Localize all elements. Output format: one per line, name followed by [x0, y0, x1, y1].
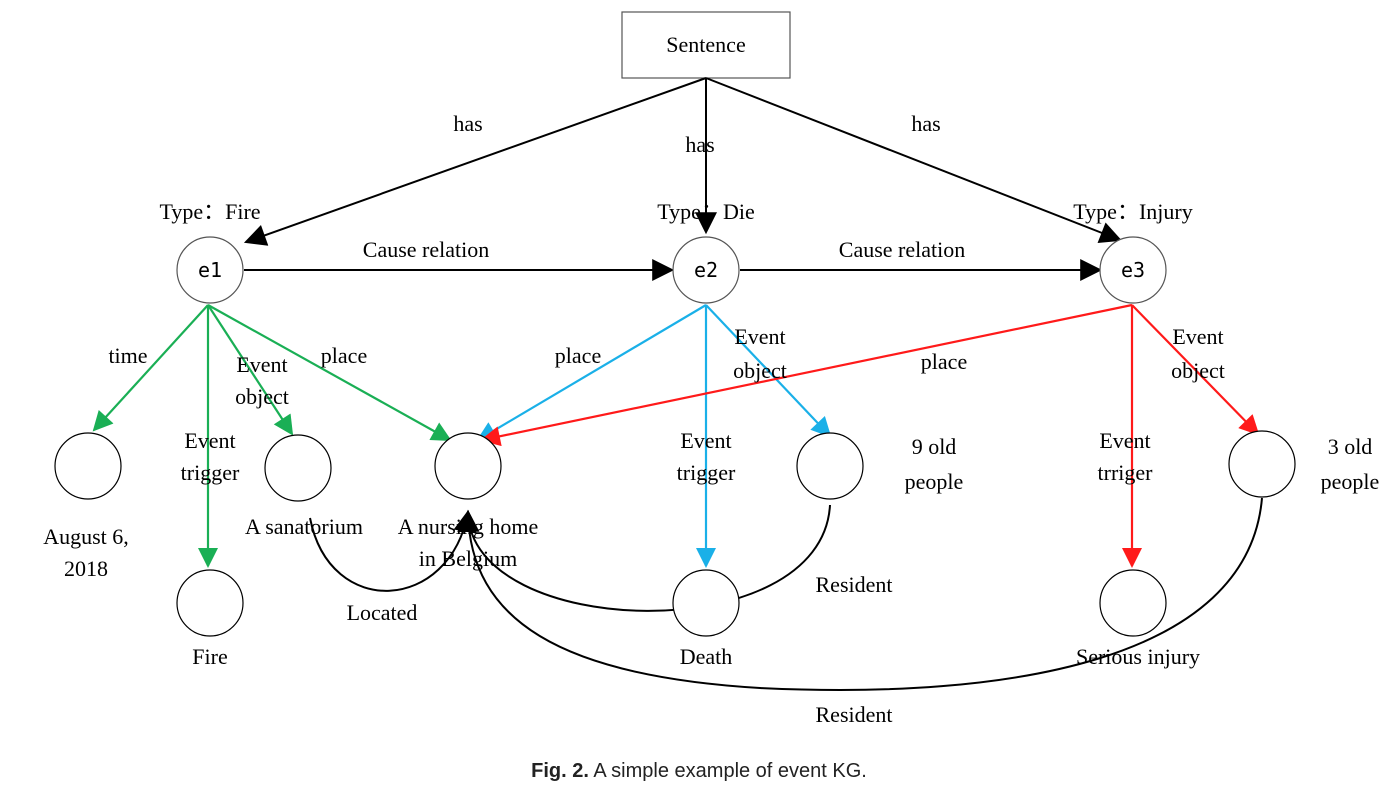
has-edge-e1 — [243, 77, 707, 246]
e3-object-label-1: Event — [1172, 324, 1223, 349]
node-3-old-label-2: people — [1321, 469, 1380, 494]
e3-trigger-label-1: Event — [1099, 428, 1150, 453]
e1-place-label: place — [321, 343, 367, 368]
node-death-label: Death — [680, 644, 733, 669]
e1-object-label-2: object — [235, 384, 289, 409]
event-id-e3: e3 — [1121, 258, 1145, 282]
cause-label-1: Cause relation — [363, 237, 489, 262]
resident-label-2: Resident — [816, 702, 893, 727]
e2-trigger-label-2: trigger — [677, 460, 736, 485]
e2-trigger-label-1: Event — [680, 428, 731, 453]
sentence-node-label: Sentence — [666, 32, 745, 57]
e3-object-label-2: object — [1171, 358, 1225, 383]
located-edge — [309, 509, 476, 592]
node-time — [54, 432, 122, 500]
caption-label: Fig. 2. — [531, 760, 589, 782]
resident-edge-9-old — [457, 504, 831, 612]
node-serious-injury-label: Serious injury — [1076, 644, 1200, 669]
has-label-e1: has — [453, 111, 482, 136]
node-nursing-home — [434, 432, 502, 500]
e1-object-edge — [207, 304, 294, 436]
node-9-old-people — [796, 432, 864, 500]
node-sanatorium-label: A sanatorium — [245, 514, 363, 539]
located-label: Located — [347, 600, 418, 625]
has-edge-e3 — [705, 77, 1123, 244]
e2-object-label-1: Event — [734, 324, 785, 349]
has-label-e2: has — [685, 132, 714, 157]
e1-time-label: time — [108, 343, 147, 368]
event-node-e1 — [176, 236, 244, 304]
figure-caption: Fig. 2. A simple example of event KG. — [0, 760, 1398, 783]
node-time-label-2: 2018 — [64, 556, 108, 581]
caption-text: A simple example of event KG. — [593, 760, 867, 782]
has-label-e3: has — [911, 111, 940, 136]
e1-object-label-1: Event — [236, 352, 287, 377]
e3-place-label: place — [921, 349, 967, 374]
e3-object-edge — [1131, 304, 1260, 436]
resident-edge-3-old — [457, 497, 1263, 691]
resident-label-1: Resident — [816, 572, 893, 597]
event-node-e2 — [672, 236, 740, 304]
cause-label-2: Cause relation — [839, 237, 965, 262]
node-3-old-people — [1228, 430, 1296, 498]
sentence-node-box — [621, 11, 791, 79]
node-time-label-1: August 6, — [43, 524, 129, 549]
event-node-e3 — [1099, 236, 1167, 304]
node-3-old-label-1: 3 old — [1328, 434, 1373, 459]
e2-place-label: place — [555, 343, 601, 368]
node-nursing-home-label-1: A nursing home — [398, 514, 539, 539]
e2-object-edge — [705, 304, 832, 438]
node-sanatorium — [264, 434, 332, 502]
node-9-old-label-2: people — [905, 469, 964, 494]
node-9-old-label-1: 9 old — [912, 434, 957, 459]
e2-object-label-2: object — [733, 358, 787, 383]
node-fire-label: Fire — [192, 644, 227, 669]
event-type-e1: Type：Fire — [159, 199, 260, 224]
event-type-e2: Type：Die — [657, 199, 754, 224]
node-nursing-home-label-2: in Belgium — [419, 546, 517, 571]
event-type-e3: Type：Injury — [1073, 199, 1192, 224]
e3-trigger-label-2: trriger — [1098, 460, 1154, 485]
e1-trigger-label-2: trigger — [181, 460, 240, 485]
event-id-e1: e1 — [198, 258, 222, 282]
e2-place-edge — [476, 304, 707, 442]
e3-place-edge — [480, 303, 1133, 447]
node-fire — [176, 569, 244, 637]
node-serious-injury — [1099, 569, 1167, 637]
e1-trigger-label-1: Event — [184, 428, 235, 453]
e1-place-edge — [207, 304, 452, 441]
e1-time-edge — [92, 304, 209, 432]
node-death — [672, 569, 740, 637]
event-id-e2: e2 — [694, 258, 718, 282]
